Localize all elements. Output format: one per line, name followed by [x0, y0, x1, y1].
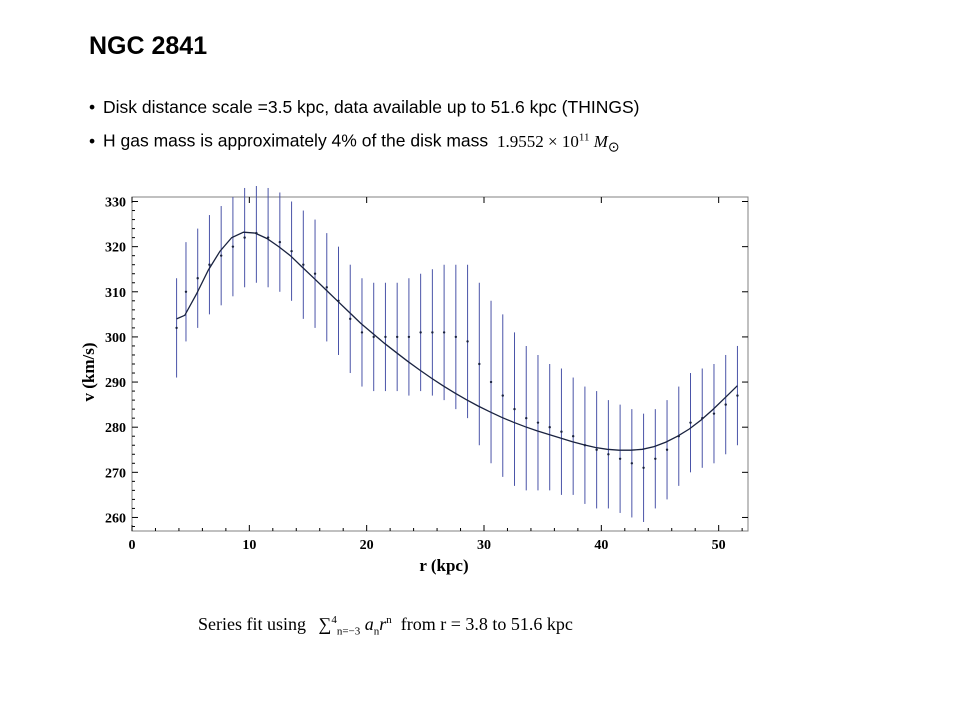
data-point — [536, 421, 540, 424]
data-point — [208, 263, 211, 266]
y-axis-title: v (km/s) — [79, 342, 98, 401]
data-point — [313, 272, 317, 275]
data-point — [196, 277, 199, 280]
data-point — [184, 290, 188, 293]
bullet-list: • Disk distance scale =3.5 kpc, data avai… — [89, 96, 639, 156]
data-point — [407, 335, 411, 339]
y-tick-label: 280 — [105, 421, 126, 436]
sum-symbol: ∑ — [318, 614, 332, 634]
coefficient-a: a — [364, 614, 374, 634]
fit-curve — [176, 231, 738, 451]
data-point — [243, 236, 246, 239]
y-tick-label: 270 — [105, 466, 126, 481]
data-point — [231, 245, 235, 248]
bullet-item: • Disk distance scale =3.5 kpc, data avai… — [89, 96, 639, 126]
disk-mass-mantissa: 1.9552 × 10 — [497, 131, 579, 151]
data-point — [360, 331, 364, 334]
data-point — [665, 448, 669, 451]
data-point — [349, 317, 352, 321]
x-axis-title: r (kpc) — [419, 556, 468, 575]
range-text: from r = 3.8 to 51.6 kpc — [400, 614, 573, 634]
x-tick-label: 10 — [242, 538, 256, 553]
data-point — [372, 335, 375, 339]
data-point — [384, 335, 387, 339]
data-point — [454, 335, 458, 339]
slide-title: NGC 2841 — [89, 32, 208, 60]
disk-mass-exponent: 11 — [578, 131, 590, 143]
data-point — [501, 394, 504, 397]
data-point — [419, 331, 422, 334]
bullet-text: Disk distance scale =3.5 kpc, data avail… — [103, 97, 640, 117]
data-point — [560, 430, 563, 433]
data-point — [724, 403, 727, 406]
series-formula: ∑4n=−3 anrn from r = 3.8 to 51.6 kpc — [318, 614, 573, 638]
data-points — [175, 231, 739, 470]
data-point — [736, 394, 739, 397]
data-point — [595, 448, 598, 451]
y-tick-label: 300 — [105, 331, 126, 346]
y-tick-label: 330 — [105, 196, 126, 211]
radius-exponent: n — [386, 614, 392, 626]
bullet-dot-icon: • — [89, 130, 96, 151]
caption-text: Series fit using — [198, 614, 306, 634]
y-tick-label: 310 — [105, 286, 126, 301]
x-tick-label: 40 — [594, 538, 608, 553]
solar-symbol-icon: ⊙ — [607, 139, 620, 156]
bullet-text: H gas mass is approximately 4% of the di… — [103, 130, 489, 151]
bullet-dot-icon: • — [89, 97, 96, 117]
x-tick-label: 20 — [360, 538, 374, 553]
data-point — [607, 453, 610, 456]
data-point — [548, 425, 551, 429]
data-point — [478, 362, 481, 366]
fit-line — [176, 231, 738, 451]
data-point — [175, 326, 178, 330]
x-tick-label: 0 — [129, 538, 136, 553]
data-point — [642, 466, 645, 470]
error-bars — [176, 186, 738, 522]
y-tick-label: 290 — [105, 376, 126, 391]
sum-lower-limit: n=−3 — [336, 625, 361, 638]
data-point — [489, 380, 493, 384]
data-point — [525, 416, 528, 420]
y-tick-label: 260 — [105, 511, 126, 526]
data-point — [630, 462, 634, 465]
bullet-item: • H gas mass is approximately 4% of the d… — [89, 126, 639, 156]
radius-variable: r — [379, 614, 387, 634]
x-tick-label: 30 — [477, 538, 491, 553]
data-point — [395, 335, 399, 339]
data-point — [431, 331, 434, 334]
data-point — [302, 263, 305, 266]
disk-mass-formula: 1.9552 × 1011 M⊙ — [497, 131, 620, 155]
data-point — [618, 457, 622, 460]
data-point — [278, 240, 282, 244]
x-tick-label: 50 — [712, 538, 726, 553]
data-point — [442, 331, 446, 334]
data-point — [290, 249, 293, 253]
data-point — [571, 435, 575, 438]
solar-mass-symbol: M — [593, 131, 608, 151]
data-point — [712, 412, 716, 415]
data-point — [654, 457, 657, 460]
data-point — [219, 254, 223, 257]
data-point — [466, 340, 469, 343]
data-point — [513, 407, 516, 411]
data-point — [325, 286, 328, 289]
fit-caption: Series fit using ∑4n=−3 anrn from r = 3.… — [198, 614, 573, 638]
sum-upper-limit: 4 — [331, 614, 337, 626]
axis-ticks: 0 10 20 30 40 50 260 270 280 290 300 310 320 330 — [105, 196, 748, 553]
data-point — [689, 421, 692, 424]
coefficient-index: n — [373, 625, 380, 638]
y-tick-label: 320 — [105, 241, 126, 256]
rotation-curve-chart: 0 10 20 30 40 50 260 270 280 290 300 310 320 330 r (k… — [79, 186, 749, 575]
